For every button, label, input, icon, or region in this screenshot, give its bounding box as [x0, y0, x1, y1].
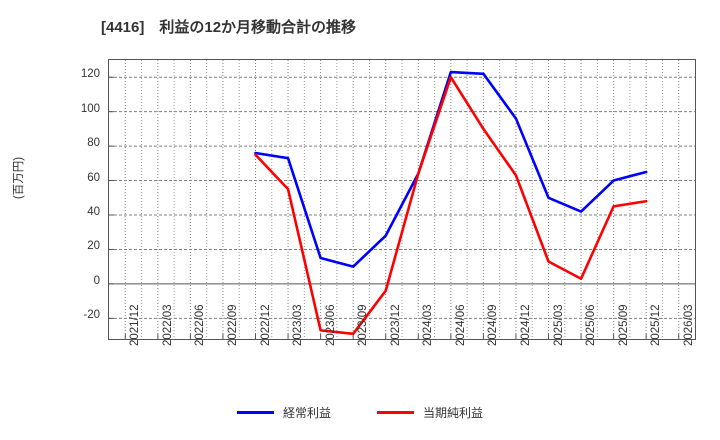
y-axis-title: (百万円)	[13, 156, 25, 200]
x-axis-tick-label: 2022/06	[194, 304, 207, 346]
series-line-toki-jun-rieki	[254, 75, 648, 336]
legend-color-swatch	[377, 411, 414, 414]
x-axis-tick-label: 2022/03	[161, 304, 174, 346]
x-axis-tick-label: 2023/03	[292, 304, 305, 346]
x-axis-tick-label: 2021/12	[129, 304, 142, 346]
y-axis-tick-label: 80	[87, 137, 100, 150]
x-axis-tick-label: 2024/06	[454, 304, 467, 346]
x-axis-tick-label: 2023/12	[389, 304, 402, 346]
plot-svg	[109, 60, 695, 339]
x-axis-tick-label: 2022/12	[259, 304, 272, 346]
x-axis-tick-label: 2024/12	[519, 304, 532, 346]
y-axis-tick-label: 0	[93, 274, 100, 287]
x-axis-tick-label: 2024/09	[487, 304, 500, 346]
x-axis-tick-label: 2025/06	[585, 304, 598, 346]
x-axis-tick-label: 2026/03	[682, 304, 695, 346]
legend-label: 当期純利益	[423, 406, 484, 420]
x-axis-tick-label: 2023/09	[357, 304, 370, 346]
y-axis-tick-label: 100	[80, 102, 100, 115]
y-axis-tick-label: -20	[83, 309, 100, 322]
chart-title: [4416] 利益の12か月移動合計の推移	[101, 19, 357, 36]
y-axis-tick-label: 40	[87, 206, 100, 218]
y-axis-tick-label: 120	[80, 68, 100, 81]
legend-item[interactable]: 当期純利益	[377, 404, 483, 421]
x-axis-tick-label: 2025/09	[617, 304, 630, 346]
plot-area	[108, 59, 696, 340]
x-axis-tick-label: 2025/03	[552, 304, 565, 346]
y-axis-tick-label: 20	[87, 240, 100, 253]
x-axis-tick-label: 2022/09	[226, 304, 239, 346]
y-axis-tick-label: 60	[87, 171, 100, 184]
legend-item[interactable]: 経常利益	[236, 404, 331, 421]
x-axis-tick-label: 2023/06	[324, 304, 337, 346]
chart-legend: 経常利益 当期純利益	[0, 404, 720, 421]
x-axis-tick-label: 2025/12	[650, 304, 663, 346]
x-axis-tick-label: 2024/03	[422, 304, 435, 346]
legend-color-swatch	[236, 411, 274, 414]
series-line-keijo-rieki	[254, 70, 648, 268]
legend-label: 経常利益	[282, 406, 331, 420]
